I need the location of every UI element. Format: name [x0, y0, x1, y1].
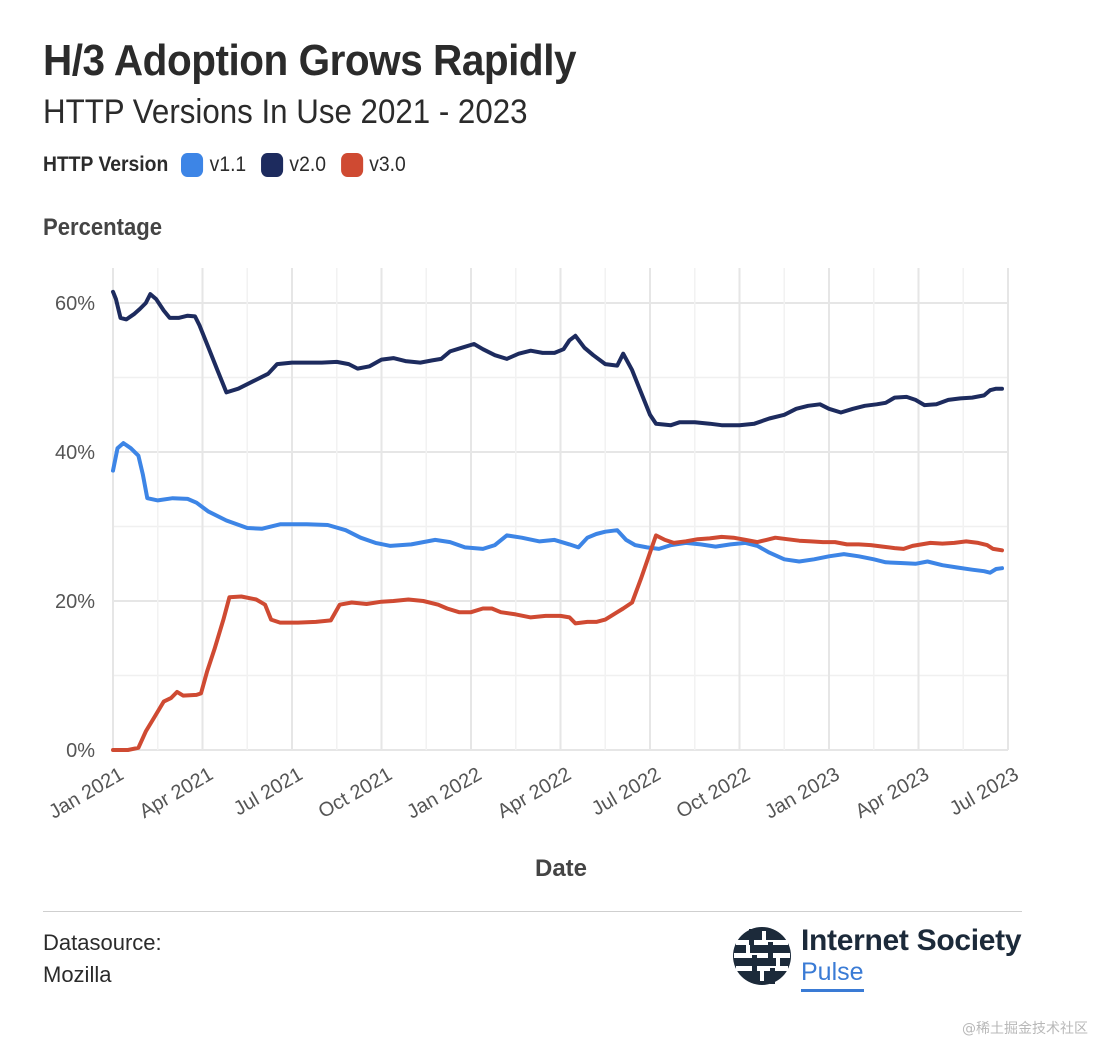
- x-tick-label: Jul 2023: [946, 763, 1022, 820]
- legend-label-v2-0: v2.0: [289, 153, 326, 176]
- legend-item-v3-0[interactable]: v3.0: [340, 153, 406, 177]
- legend-label-v3-0: v3.0: [369, 153, 406, 176]
- globe-icon: [733, 927, 791, 985]
- x-tick-label: Oct 2021: [315, 763, 396, 823]
- series-line-v2-0: [111, 289, 1004, 428]
- x-tick-label: Apr 2023: [852, 763, 933, 823]
- chart-title: H/3 Adoption Grows Rapidly: [43, 36, 577, 85]
- brand-name: Internet Society: [801, 924, 1022, 957]
- y-axis-label: Percentage: [43, 214, 163, 241]
- legend-label-v1-1: v1.1: [209, 153, 247, 176]
- x-tick-label: Jan 2022: [403, 763, 485, 823]
- datasource-label: Datasource:: [43, 930, 162, 955]
- series-line-v3-0: [111, 533, 1004, 752]
- y-tick-label: 0%: [66, 740, 95, 762]
- x-axis-label: Date: [534, 855, 588, 882]
- legend: HTTP Version v1.1 v2.0 v3.0: [43, 150, 420, 180]
- watermark: @稀土掘金技术社区: [962, 1021, 1088, 1037]
- legend-title: HTTP Version: [43, 153, 169, 176]
- x-tick-label: Apr 2022: [494, 763, 575, 823]
- x-tick-label: Jan 2021: [45, 763, 127, 823]
- legend-swatch-v3-0: [340, 153, 363, 177]
- x-tick-label: Jul 2021: [230, 763, 306, 820]
- x-tick-label: Jan 2023: [761, 763, 843, 823]
- datasource-value: Mozilla: [43, 962, 112, 987]
- y-tick-label: 20%: [55, 591, 95, 613]
- y-tick-label: 40%: [55, 442, 95, 464]
- chart-subtitle: HTTP Versions In Use 2021 - 2023: [43, 93, 528, 131]
- x-tick-label: Apr 2021: [136, 763, 217, 823]
- x-tick-label: Oct 2022: [673, 763, 754, 823]
- legend-item-v1-1[interactable]: v1.1: [181, 153, 246, 177]
- legend-swatch-v2-0: [260, 153, 283, 177]
- y-tick-label: 60%: [55, 293, 95, 315]
- footer-divider: [43, 911, 1022, 912]
- legend-swatch-v1-1: [181, 153, 204, 177]
- series-line-v1-1: [111, 441, 1004, 575]
- line-chart: 0%20%40%60%Jan 2021 Apr 2021 Jul 2021 Oct 2…: [45, 268, 1023, 823]
- legend-item-v2-0[interactable]: v2.0: [260, 153, 326, 177]
- brand-product: Pulse: [801, 958, 864, 992]
- brand-logo-block[interactable]: Internet Society Pulse: [732, 924, 1042, 999]
- x-tick-label: Jul 2022: [588, 763, 664, 820]
